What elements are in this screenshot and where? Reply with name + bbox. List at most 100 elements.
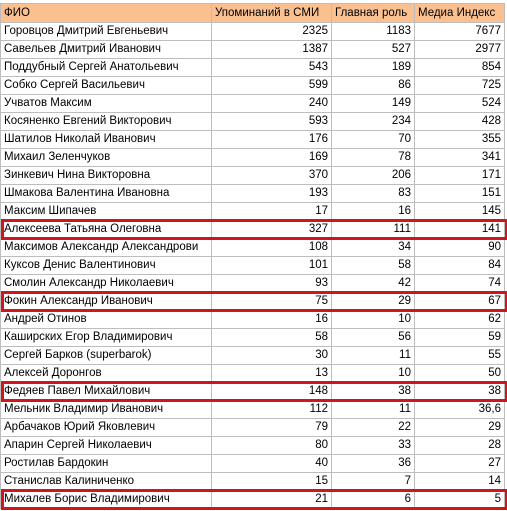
number-cell: 189: [331, 58, 415, 77]
number-cell: 524: [414, 94, 505, 113]
row: Зинкевич Нина Викторовна 370 206 171: [0, 166, 505, 185]
name-cell: Ростилав Бардокин: [0, 454, 212, 473]
number-cell: 193: [211, 184, 332, 203]
number-cell: 14: [414, 472, 505, 491]
name-cell: Михалев Борис Владимирович: [0, 490, 212, 509]
number-cell: 1183: [331, 22, 415, 41]
row: Максим Шипачев 17 16 145: [0, 202, 505, 221]
number-cell: 1387: [211, 40, 332, 59]
number-cell: 234: [331, 112, 415, 131]
number-cell: 38: [331, 382, 415, 401]
name-cell: Фокин Александр Иванович: [0, 292, 212, 311]
number-cell: 11: [331, 400, 415, 419]
row: Михаил Зеленчуков 169 78 341: [0, 148, 505, 167]
name-cell: Каширских Егор Владимирович: [0, 328, 212, 347]
number-cell: 15: [211, 472, 332, 491]
number-cell: 78: [331, 148, 415, 167]
header-cell: Упоминаний в СМИ: [211, 3, 332, 23]
header-cell: Медиа Индекс: [414, 3, 505, 23]
number-cell: 101: [211, 256, 332, 275]
row: Шатилов Николай Иванович 176 70 355: [0, 130, 505, 149]
row: Ростилав Бардокин 40 36 27: [0, 454, 505, 473]
number-cell: 5: [414, 490, 505, 509]
name-cell: Учватов Максим: [0, 94, 212, 113]
row: Алексеева Татьяна Олеговна 327 111 141: [0, 220, 505, 239]
number-cell: 7677: [414, 22, 505, 41]
number-cell: 79: [211, 418, 332, 437]
number-cell: 90: [414, 238, 505, 257]
name-cell: Апарин Сергей Николаевич: [0, 436, 212, 455]
row: Каширских Егор Владимирович 58 56 59: [0, 328, 505, 347]
name-cell: Максимов Александр Александрови: [0, 238, 212, 257]
row: Куксов Денис Валентинович 101 58 84: [0, 256, 505, 275]
name-cell: Савельев Дмитрий Иванович: [0, 40, 212, 59]
name-cell: Мельник Владимир Иванович: [0, 400, 212, 419]
name-cell: Куксов Денис Валентинович: [0, 256, 212, 275]
number-cell: 16: [211, 310, 332, 329]
number-cell: 38: [414, 382, 505, 401]
number-cell: 29: [414, 418, 505, 437]
number-cell: 58: [211, 328, 332, 347]
number-cell: 36: [331, 454, 415, 473]
number-cell: 240: [211, 94, 332, 113]
row: Алексей Доронгов 13 10 50: [0, 364, 505, 383]
number-cell: 10: [331, 364, 415, 383]
number-cell: 2977: [414, 40, 505, 59]
number-cell: 62: [414, 310, 505, 329]
header-cell: Главная роль: [331, 3, 415, 23]
number-cell: 50: [414, 364, 505, 383]
number-cell: 355: [414, 130, 505, 149]
row: Поддубный Сергей Анатольевич 543 189 854: [0, 58, 505, 77]
number-cell: 7: [331, 472, 415, 491]
number-cell: 341: [414, 148, 505, 167]
name-cell: Сергей Барков (superbarok): [0, 346, 212, 365]
number-cell: 10: [331, 310, 415, 329]
number-cell: 149: [331, 94, 415, 113]
row: Горовцов Дмитрий Евгеньевич 2325 1183 7677: [0, 22, 505, 41]
number-cell: 84: [414, 256, 505, 275]
number-cell: 27: [414, 454, 505, 473]
name-cell: Алексеева Татьяна Олеговна: [0, 220, 212, 239]
number-cell: 145: [414, 202, 505, 221]
number-cell: 2325: [211, 22, 332, 41]
number-cell: 55: [414, 346, 505, 365]
row: Апарин Сергей Николаевич 80 33 28: [0, 436, 505, 455]
number-cell: 13: [211, 364, 332, 383]
number-cell: 176: [211, 130, 332, 149]
number-cell: 428: [414, 112, 505, 131]
number-cell: 30: [211, 346, 332, 365]
name-cell: Смолин Александр Николаевич: [0, 274, 212, 293]
number-cell: 56: [331, 328, 415, 347]
row: Мельник Владимир Иванович 112 11 36,6: [0, 400, 505, 419]
name-cell: Андрей Отинов: [0, 310, 212, 329]
number-cell: 42: [331, 274, 415, 293]
number-cell: 21: [211, 490, 332, 509]
number-cell: 169: [211, 148, 332, 167]
number-cell: 593: [211, 112, 332, 131]
row: Андрей Отинов 16 10 62: [0, 310, 505, 329]
name-cell: Федяев Павел Михайлович: [0, 382, 212, 401]
name-cell: Станислав Калиниченко: [0, 472, 212, 491]
number-cell: 206: [331, 166, 415, 185]
number-cell: 854: [414, 58, 505, 77]
table: ФИО Упоминаний в СМИ Главная роль Медиа Инд…: [0, 3, 505, 509]
number-cell: 111: [331, 220, 415, 239]
number-cell: 28: [414, 436, 505, 455]
row: Сергей Барков (superbarok) 30 11 55: [0, 346, 505, 365]
name-cell: Арбачаков Юрий Яковлевич: [0, 418, 212, 437]
number-cell: 327: [211, 220, 332, 239]
row: Михалев Борис Владимирович 21 6 5: [0, 490, 505, 509]
number-cell: 58: [331, 256, 415, 275]
name-cell: Поддубный Сергей Анатольевич: [0, 58, 212, 77]
number-cell: 370: [211, 166, 332, 185]
row: Смолин Александр Николаевич 93 42 74: [0, 274, 505, 293]
number-cell: 108: [211, 238, 332, 257]
row: Учватов Максим 240 149 524: [0, 94, 505, 113]
name-cell: Алексей Доронгов: [0, 364, 212, 383]
name-cell: Косяненко Евгений Викторович: [0, 112, 212, 131]
number-cell: 112: [211, 400, 332, 419]
number-cell: 74: [414, 274, 505, 293]
